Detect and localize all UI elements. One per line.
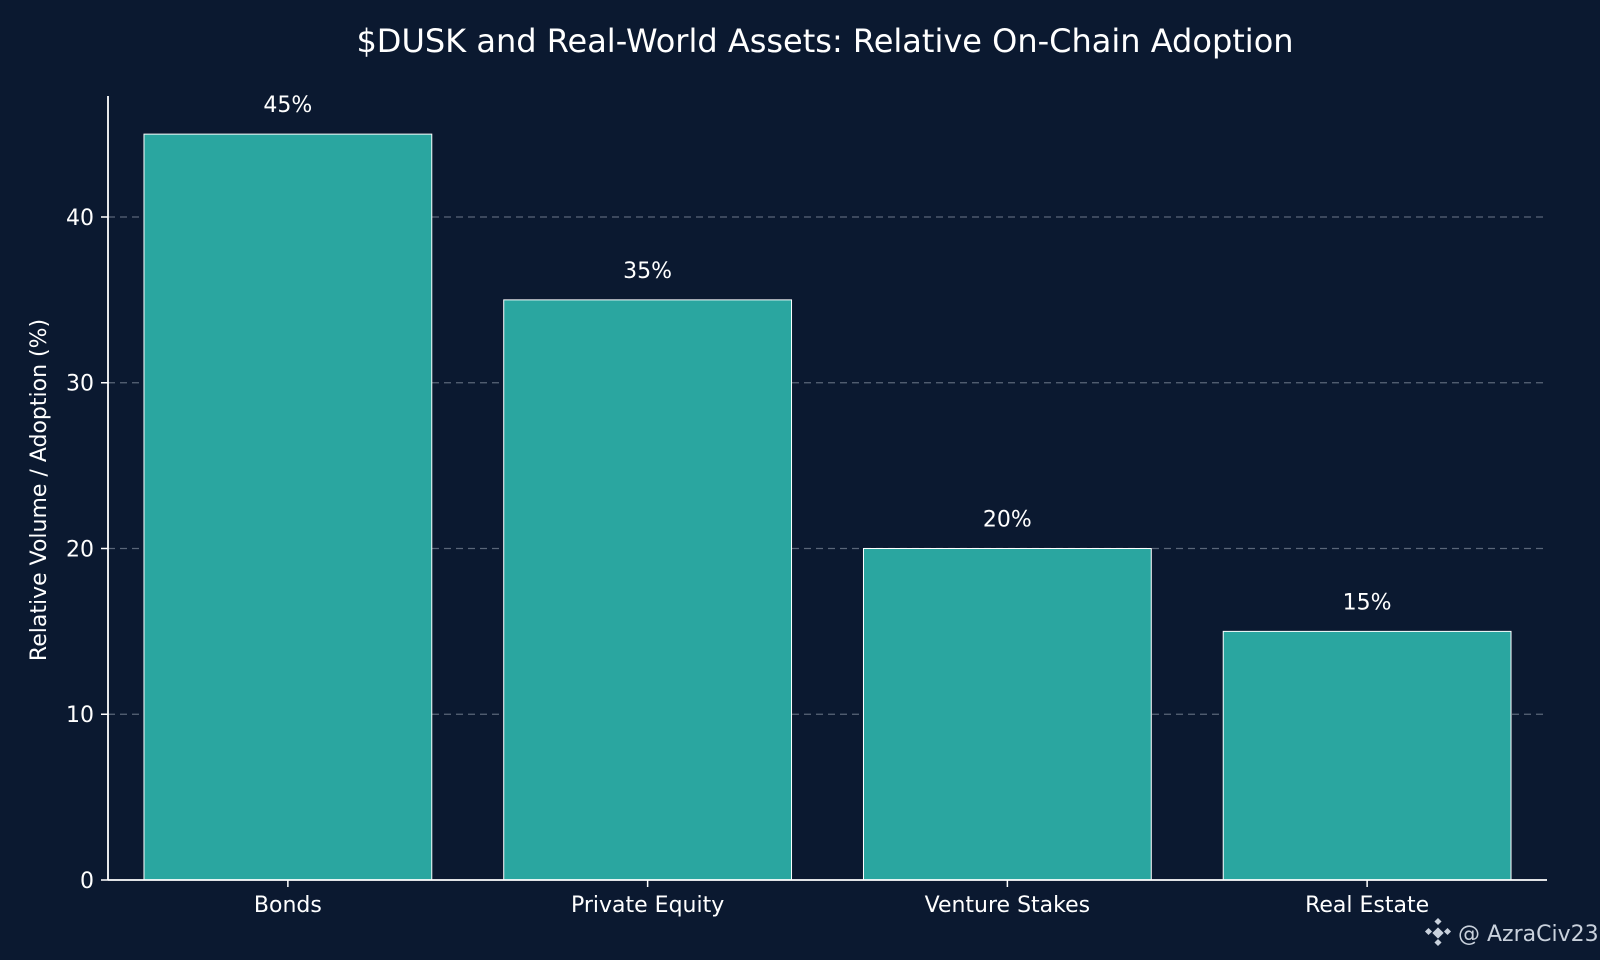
- bar-venture-stakes: [862, 547, 1152, 881]
- y-tick-label: 10: [66, 703, 94, 728]
- y-axis-label: Relative Volume / Adoption (%): [27, 319, 52, 661]
- x-tick-label: Private Equity: [571, 893, 724, 918]
- data-label: 35%: [623, 259, 672, 284]
- data-labels: 45% 35% 20% 15%: [263, 93, 1391, 615]
- y-tick-label: 40: [66, 206, 94, 231]
- y-tick-label: 20: [66, 537, 94, 562]
- chart-title: $DUSK and Real-World Assets: Relative On…: [356, 22, 1293, 60]
- bar-real-estate: [1222, 630, 1512, 881]
- bar-private-equity: [503, 299, 793, 881]
- binance-diamond-icon: [1424, 917, 1452, 947]
- data-label: 20%: [983, 507, 1032, 532]
- axes: [107, 96, 1547, 881]
- watermark-text: @ AzraCiv23: [1458, 922, 1599, 947]
- watermark: @ AzraCiv23: [1424, 917, 1599, 947]
- bar-bonds: [143, 133, 433, 881]
- y-tick-label: 0: [80, 869, 94, 894]
- x-tick-label: Real Estate: [1305, 893, 1429, 918]
- x-tick-label: Bonds: [254, 893, 322, 918]
- ticks: 0 10 20 30 40 Bonds Private Equity Venture Stak…: [66, 206, 1429, 918]
- bars: [143, 133, 1512, 881]
- data-label: 15%: [1343, 590, 1392, 615]
- y-tick-label: 30: [66, 372, 94, 397]
- data-label: 45%: [263, 93, 312, 118]
- x-tick-label: Venture Stakes: [925, 893, 1091, 918]
